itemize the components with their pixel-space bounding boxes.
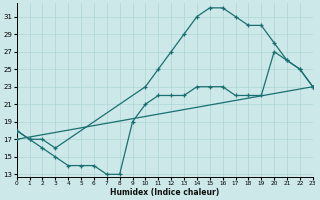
X-axis label: Humidex (Indice chaleur): Humidex (Indice chaleur) bbox=[110, 188, 219, 197]
